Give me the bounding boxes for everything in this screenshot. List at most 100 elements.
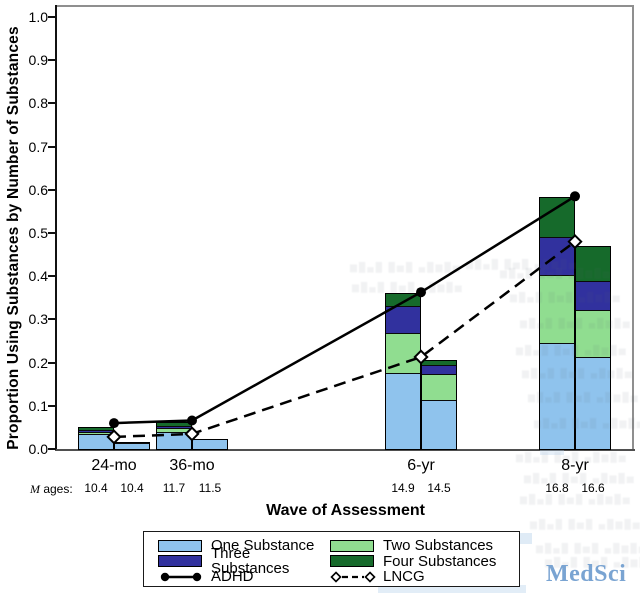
- x-category-label-36-mo: 36-mo: [169, 457, 215, 474]
- watermark-chunk: [378, 585, 526, 593]
- adhd-bar-36-mo: [156, 421, 192, 450]
- legend-row-1: One Substance Two Substances: [158, 538, 519, 554]
- watermark-chunk: [514, 533, 532, 544]
- legend-row-2: Three Substances Four Substances: [158, 546, 519, 576]
- legend-item-one-substance: One Substance: [158, 538, 330, 553]
- bar-segment-four-substance: [386, 294, 420, 307]
- watermark-smudge: ▆█▄█ █▅█ ▄█▆█▅: [530, 519, 640, 529]
- bar-segment-three-substance: [576, 281, 610, 312]
- y-tick-mark-0.7: [48, 145, 56, 148]
- watermark-smudge: ▆█▄█ █▅█ ▄█▆█▅: [350, 262, 462, 272]
- one-substance-swatch: [158, 539, 202, 552]
- bar-segment-one-substance: [115, 444, 149, 449]
- y-tick-mark-0.0: [48, 448, 56, 450]
- watermark-smudge: ▆█▄█ █▅█ ▄█▆█▅: [516, 345, 628, 355]
- y-tick-label-0.6: 0.6: [28, 181, 48, 198]
- m-ages-label: M ages:: [30, 482, 73, 497]
- x-axis-title: Wave of Assessment: [266, 502, 425, 519]
- three-substances-swatch: [158, 555, 202, 568]
- y-tick-mark-0.2: [48, 361, 56, 364]
- y-tick-mark-0.6: [48, 188, 56, 191]
- legend-label-four-substances: Four Substances: [383, 552, 497, 570]
- y-tick-mark-0.3: [48, 318, 56, 321]
- m-age-lncg-8-yr: 16.6: [581, 481, 605, 495]
- watermark-smudge: ▆█▄█ █▅█ ▄█▆█▅: [528, 392, 640, 402]
- y-tick-mark-0.4: [48, 275, 56, 278]
- bar-segment-three-substance: [79, 430, 113, 433]
- x-category-label-24-mo: 24-mo: [91, 457, 137, 474]
- y-tick-label-0.0: 0.0: [28, 441, 48, 457]
- legend-label-adhd: ADHD: [211, 568, 254, 586]
- y-tick-label-0.3: 0.3: [28, 311, 48, 328]
- y-tick-mark-0.1: [48, 404, 56, 407]
- bar-segment-two-substance: [576, 311, 610, 358]
- y-tick-label-1.0: 1.0: [28, 9, 48, 25]
- watermark-smudge: ▆█▄█ █▅█ ▄█▆█▅: [500, 268, 612, 278]
- bar-segment-one-substance: [576, 357, 610, 449]
- legend-item-two-substances: Two Substances: [330, 538, 519, 553]
- m-age-lncg-6-yr: 14.5: [427, 481, 451, 495]
- legend-item-adhd: ADHD: [158, 569, 330, 584]
- x-category-label-6-yr: 6-yr: [407, 457, 435, 474]
- bar-segment-three-substance: [386, 307, 420, 334]
- y-tick-mark-0.9: [48, 59, 56, 62]
- legend-label-three-substances: Three Substances: [211, 545, 290, 578]
- y-tick-label-0.4: 0.4: [28, 268, 48, 285]
- adhd-line-sample-icon: [160, 572, 202, 582]
- y-axis-line: [55, 5, 57, 451]
- y-tick-label-0.1: 0.1: [28, 397, 48, 414]
- lncg-bar-36-mo: [192, 439, 228, 450]
- m-ages-label-rest: ages:: [40, 482, 73, 496]
- legend-row-3: ADHD LNCG: [158, 569, 519, 585]
- watermark-smudge: ▆█▄█ █▅█ ▄█▆█▅: [534, 418, 640, 428]
- legend-item-three-substances: Three Substances: [158, 546, 330, 576]
- m-age-lncg-24-mo: 10.4: [120, 481, 144, 495]
- legend-item-lncg: LNCG: [330, 569, 519, 584]
- watermark-smudge: ▆█▄█ █▅█ ▄█▆█▅: [522, 368, 634, 378]
- legend-label-one-substance: One Substance: [211, 537, 315, 555]
- y-tick-label-0.8: 0.8: [28, 95, 48, 112]
- watermark-smudge: ▆█▄█ █▅█ ▄█▆█▅: [352, 282, 464, 292]
- legend: One Substance Two Substances Three Subst…: [143, 531, 520, 587]
- bar-segment-one-substance: [422, 400, 456, 449]
- m-age-adhd-36-mo: 11.7: [162, 481, 186, 495]
- legend-label-two-substances: Two Substances: [383, 537, 494, 555]
- bar-segment-two-substance: [540, 275, 574, 345]
- bar-segment-one-substance: [157, 432, 191, 449]
- bar-segment-four-substance: [79, 427, 113, 431]
- adhd-bar-6-yr: [385, 293, 421, 450]
- legend-label-lncg: LNCG: [383, 568, 425, 586]
- m-ages-label-m: M: [30, 482, 40, 496]
- watermark-smudge: ▆█▄█ █▅█ ▄█▆█▅: [510, 292, 622, 302]
- legend-item-four-substances: Four Substances: [330, 554, 519, 569]
- y-tick-label-0.7: 0.7: [28, 138, 48, 155]
- lncg-bar-6-yr: [421, 359, 457, 450]
- y-tick-label-0.9: 0.9: [28, 52, 48, 69]
- y-tick-mark-0.8: [48, 102, 56, 105]
- bar-segment-four-substance: [576, 247, 610, 282]
- watermark-smudge: ▆█▄█ █▅█ ▄█▆█▅: [520, 494, 632, 504]
- plot-frame: [57, 5, 634, 449]
- x-axis-line: [55, 449, 635, 451]
- two-substances-swatch: [330, 539, 374, 552]
- watermark-chunk: [540, 450, 564, 455]
- bar-segment-one-substance: [386, 373, 420, 449]
- x-category-label-8-yr: 8-yr: [561, 457, 589, 474]
- bar-segment-two-substance: [422, 374, 456, 401]
- watermark-smudge: ▆█▄█ █▅█ ▄█▆█▅: [516, 452, 628, 462]
- watermark-smudge: ▆█▄█ █▅█ ▄█▆█▅: [536, 543, 640, 553]
- medsci-watermark: MedSci: [546, 561, 627, 587]
- bar-segment-two-substance: [115, 442, 149, 445]
- bar-segment-four-substance: [540, 197, 574, 238]
- four-substances-swatch: [330, 555, 374, 568]
- y-tick-mark-1.0: [48, 16, 56, 18]
- m-age-lncg-36-mo: 11.5: [198, 481, 222, 495]
- bar-segment-two-substance: [386, 333, 420, 374]
- adhd-bar-24-mo: [78, 426, 114, 450]
- y-tick-label-0.2: 0.2: [28, 354, 48, 371]
- lncg-bar-8-yr: [575, 246, 611, 450]
- lncg-bar-24-mo: [114, 441, 150, 450]
- y-tick-mark-0.5: [48, 232, 56, 234]
- bar-segment-one-substance: [193, 440, 227, 450]
